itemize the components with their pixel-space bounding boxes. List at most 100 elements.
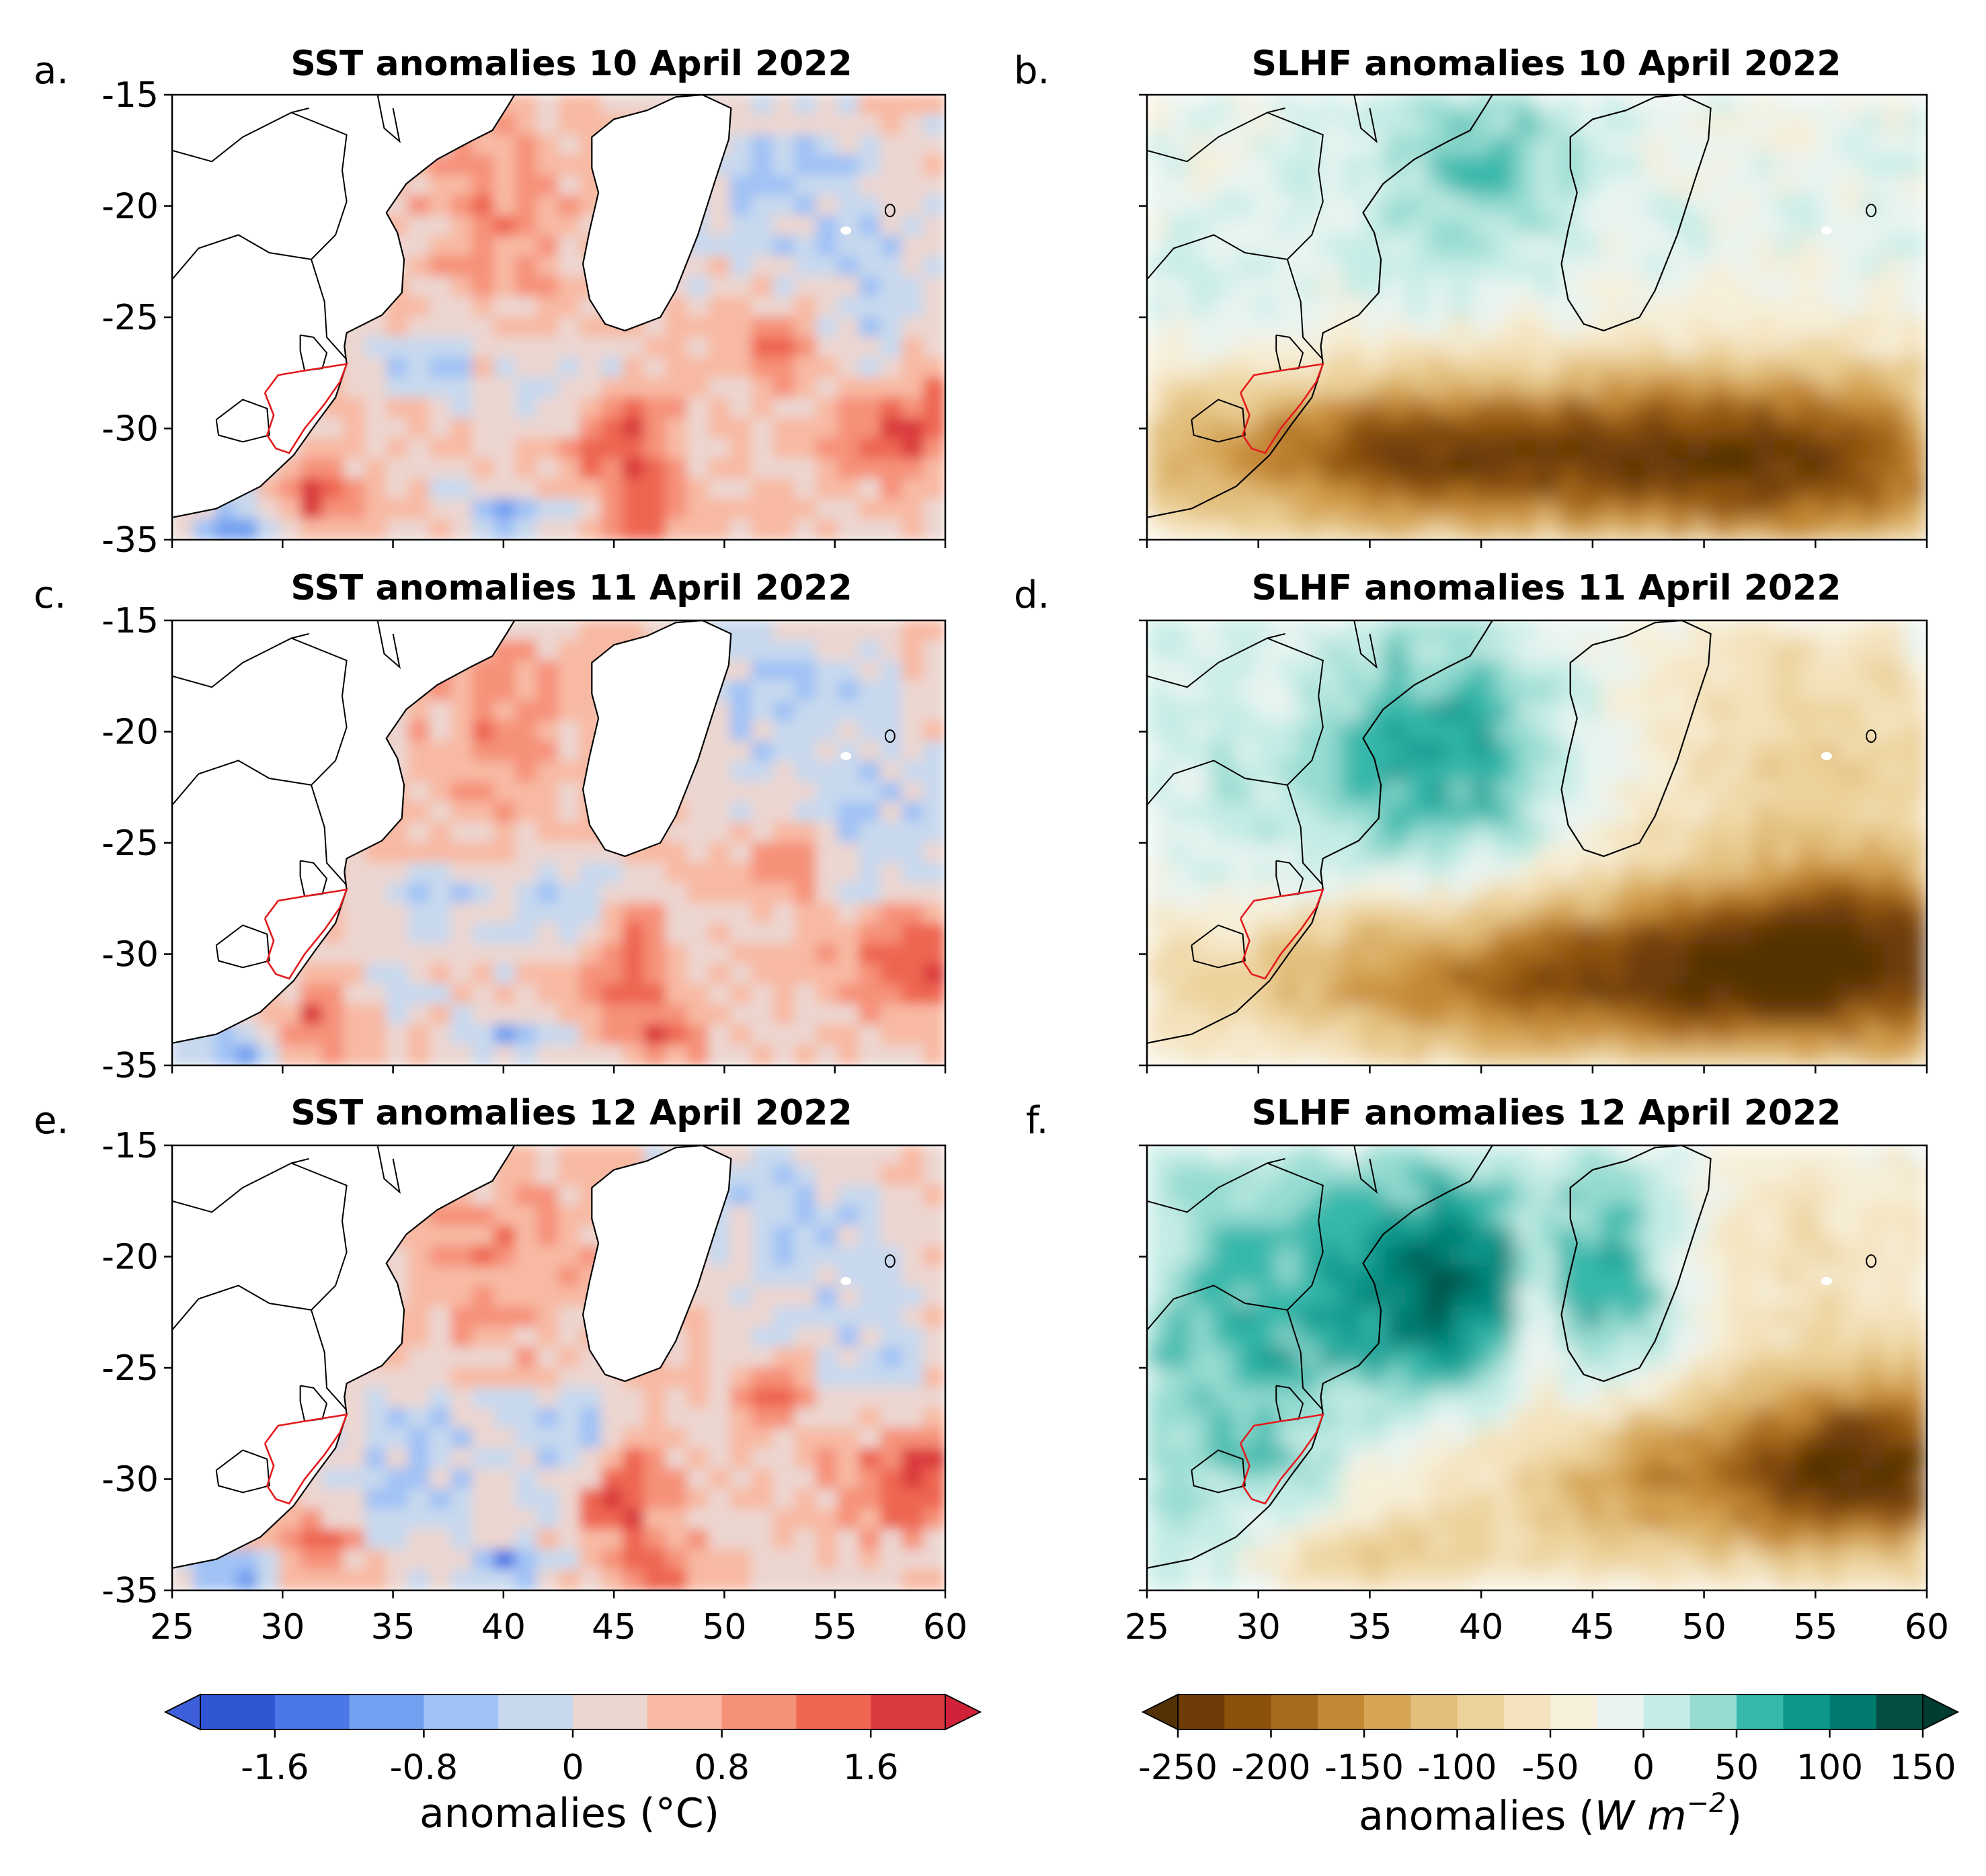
field-cell (386, 1448, 409, 1470)
field-cell (1427, 903, 1452, 925)
field-cell (493, 458, 517, 480)
field-cell (537, 761, 559, 783)
field-cell (1817, 518, 1841, 540)
field-cell (1363, 1468, 1386, 1490)
field-cell (1514, 1468, 1538, 1490)
field-cell (1882, 1569, 1906, 1590)
field-cell (579, 317, 602, 339)
field-cell (1449, 276, 1473, 298)
field-cell (1493, 377, 1516, 399)
field-cell (1861, 801, 1884, 823)
field-cell (1427, 114, 1452, 136)
field-cell (1861, 134, 1884, 157)
field-cell (1622, 1326, 1646, 1348)
field-cell (537, 943, 559, 965)
field-cell (1189, 498, 1213, 520)
field-cell (643, 1549, 667, 1571)
field-cell (364, 1468, 388, 1490)
field-cell (1168, 1528, 1191, 1551)
field-cell (1579, 235, 1603, 257)
field-cell (1687, 397, 1711, 419)
field-cell (1319, 134, 1343, 157)
field-cell (493, 983, 517, 1006)
field-cell (1406, 377, 1429, 399)
field-cell (450, 923, 474, 945)
field-cell (1839, 1387, 1863, 1410)
field-cell (1817, 276, 1841, 298)
field-cell (558, 1024, 581, 1046)
field-cell (1796, 1468, 1819, 1490)
field-cell (1168, 337, 1191, 359)
field-cell (923, 337, 945, 359)
field-cell (729, 761, 753, 783)
field-cell (880, 155, 904, 177)
field-cell (708, 215, 731, 237)
x-tick-label: 35 (370, 1607, 415, 1647)
field-cell (902, 1326, 924, 1348)
field-cell (343, 923, 366, 945)
field-cell (450, 1004, 474, 1026)
field-cell (407, 1246, 431, 1268)
field-cell (1384, 438, 1408, 460)
field-cell (515, 620, 538, 642)
field-cell (1514, 175, 1538, 197)
field-cell (450, 1408, 474, 1430)
field-cell (1493, 1185, 1516, 1207)
field-cell (1449, 1246, 1473, 1268)
field-cell (1622, 821, 1646, 844)
field-cell (1255, 1387, 1278, 1410)
field-cell (450, 195, 474, 217)
field-cell (902, 883, 924, 905)
country-border (1191, 399, 1246, 443)
field-cell (1449, 518, 1473, 540)
field-cell (923, 1306, 945, 1328)
field-cell (1904, 438, 1927, 460)
field-cell (537, 1468, 559, 1490)
field-cell (364, 1569, 388, 1590)
field-cell (1211, 862, 1234, 885)
field-cell (1817, 417, 1841, 440)
field-cell (386, 397, 409, 419)
field-cell (1493, 923, 1516, 945)
field-cell (859, 943, 882, 965)
field-cell (837, 923, 861, 945)
field-cell (407, 417, 431, 440)
field-cell (1319, 155, 1343, 177)
field-cell (1666, 983, 1690, 1006)
field-cell (1211, 1326, 1234, 1348)
panel-a-label: a. (34, 49, 69, 93)
field-cell (1493, 255, 1516, 278)
field-cell (1861, 296, 1884, 318)
field-cell (429, 1428, 452, 1450)
field-cell (880, 95, 904, 116)
field-cell (1536, 1004, 1560, 1026)
field-cell (729, 963, 753, 985)
field-cell (600, 963, 624, 985)
field-cell (1168, 1346, 1191, 1369)
field-cell (1687, 1326, 1711, 1348)
field-cell (1211, 640, 1234, 662)
field-cell (1406, 438, 1429, 460)
field-cell (600, 417, 624, 440)
field-cell (1731, 842, 1755, 864)
field-cell (558, 114, 581, 136)
field-cell (1731, 983, 1755, 1006)
field-cell (472, 1004, 495, 1026)
field-cell (1861, 478, 1884, 500)
colorbar-segment (424, 1695, 499, 1729)
field-cell (1449, 903, 1473, 925)
field-cell (816, 397, 839, 419)
field-cell (1666, 1145, 1690, 1167)
field-cell (1298, 943, 1321, 965)
field-cell (1363, 498, 1386, 520)
field-cell (794, 821, 818, 844)
field-cell (1471, 337, 1495, 359)
field-cell (1558, 660, 1581, 682)
field-cell (386, 842, 409, 864)
field-cell (1579, 337, 1603, 359)
field-cell (1882, 842, 1906, 864)
field-cell (1666, 721, 1690, 743)
field-cell (1731, 498, 1755, 520)
field-cell (729, 478, 753, 500)
field-cell (1753, 1306, 1776, 1328)
